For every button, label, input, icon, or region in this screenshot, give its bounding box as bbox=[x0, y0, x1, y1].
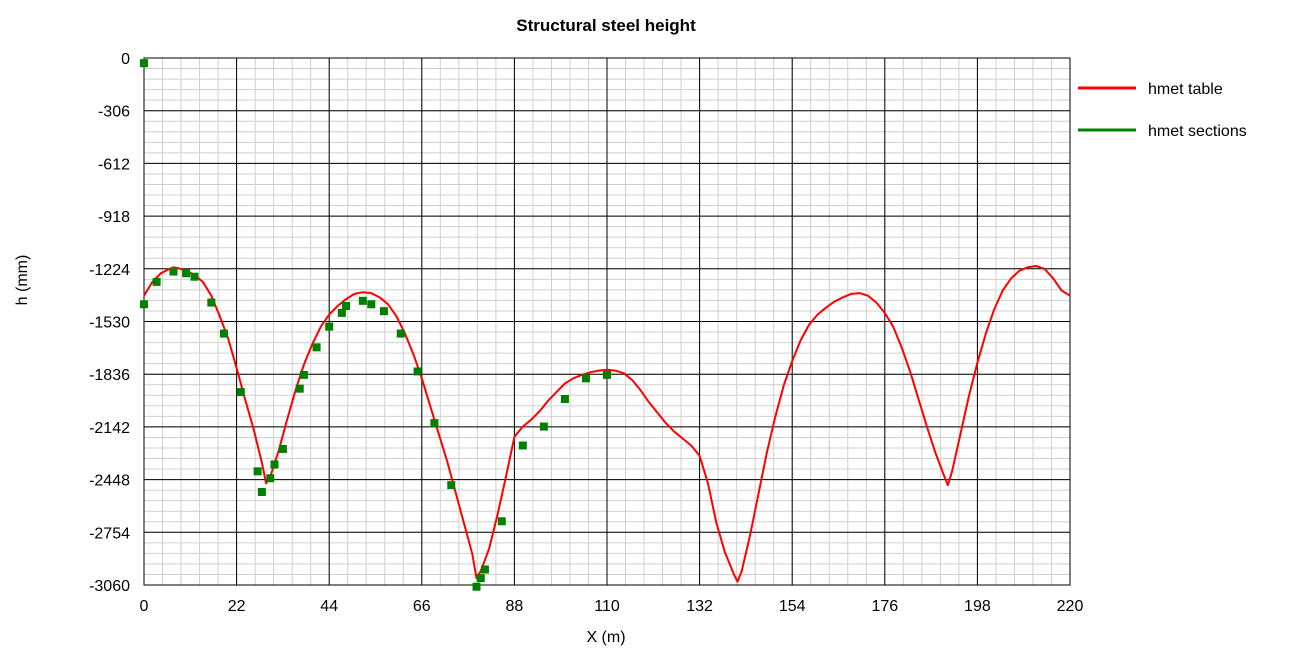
data-point-hmet-sections bbox=[413, 367, 422, 376]
data-point-hmet-sections bbox=[312, 343, 321, 352]
y-tick-label: -306 bbox=[98, 104, 130, 121]
y-tick-label: -3060 bbox=[89, 578, 130, 595]
data-point-hmet-sections bbox=[278, 444, 287, 453]
series-layer bbox=[140, 59, 1071, 591]
data-point-hmet-sections bbox=[430, 419, 439, 428]
y-axis-label: h (mm) bbox=[14, 255, 31, 306]
legend-label-hmet-sections: hmet sections bbox=[1148, 123, 1247, 140]
y-tick-label: -1836 bbox=[89, 367, 130, 384]
y-tick-labels: 0 -306 -612 -918 -1224 -1530 -1836 -2142 -2448 -2… bbox=[89, 51, 130, 595]
x-tick-label: 66 bbox=[413, 598, 431, 615]
data-point-hmet-sections bbox=[190, 272, 199, 281]
data-point-hmet-sections bbox=[539, 422, 548, 431]
x-tick-label: 220 bbox=[1057, 598, 1084, 615]
data-point-hmet-sections bbox=[447, 481, 456, 490]
y-tick-label: -612 bbox=[98, 156, 130, 173]
data-point-hmet-sections bbox=[480, 565, 489, 574]
chart-title: Structural steel height bbox=[516, 16, 696, 35]
data-point-hmet-sections bbox=[295, 384, 304, 393]
data-point-hmet-sections bbox=[603, 370, 611, 379]
y-tick-label: -918 bbox=[98, 209, 130, 226]
data-point-hmet-sections bbox=[396, 329, 405, 338]
data-point-hmet-sections bbox=[270, 460, 279, 469]
x-tick-labels: 0 22 44 66 88 110 132 154 176 198 220 bbox=[140, 598, 1084, 615]
data-point-hmet-sections bbox=[169, 267, 178, 276]
data-point-hmet-sections bbox=[497, 517, 506, 526]
data-point-hmet-sections bbox=[325, 322, 334, 331]
legend-label-hmet-table: hmet table bbox=[1148, 81, 1223, 98]
data-point-hmet-sections bbox=[358, 296, 367, 305]
plot-area-border bbox=[143, 57, 1071, 586]
data-point-hmet-sections bbox=[140, 300, 148, 309]
data-point-hmet-sections bbox=[253, 467, 262, 476]
data-point-hmet-sections bbox=[476, 574, 485, 583]
y-tick-label: -1224 bbox=[89, 262, 130, 279]
major-grid bbox=[143, 57, 1071, 586]
data-point-hmet-sections bbox=[236, 388, 245, 397]
data-point-hmet-sections bbox=[367, 300, 376, 309]
y-tick-label: -2448 bbox=[89, 473, 130, 490]
x-tick-label: 132 bbox=[686, 598, 713, 615]
data-point-hmet-sections bbox=[152, 277, 161, 286]
data-point-hmet-sections bbox=[257, 488, 266, 496]
x-tick-label: 198 bbox=[964, 598, 991, 615]
y-tick-label: 0 bbox=[121, 51, 130, 68]
data-point-hmet-sections bbox=[342, 302, 351, 310]
legend: hmet table hmet sections bbox=[1078, 81, 1247, 140]
data-point-hmet-sections bbox=[560, 395, 569, 403]
x-tick-label: 154 bbox=[779, 598, 806, 615]
series-line-hmet-table bbox=[143, 265, 1071, 583]
data-point-hmet-sections bbox=[182, 269, 191, 278]
data-point-hmet-sections bbox=[140, 59, 148, 68]
x-tick-label: 176 bbox=[871, 598, 898, 615]
x-tick-label: 0 bbox=[140, 598, 149, 615]
data-point-hmet-sections bbox=[518, 441, 527, 450]
data-point-hmet-sections bbox=[207, 298, 216, 307]
data-point-hmet-sections bbox=[266, 474, 275, 483]
x-tick-label: 110 bbox=[594, 598, 620, 615]
x-axis-label: X (m) bbox=[586, 629, 625, 646]
y-tick-label: -2754 bbox=[89, 525, 130, 542]
x-tick-label: 88 bbox=[506, 598, 524, 615]
x-tick-label: 44 bbox=[320, 598, 338, 615]
data-point-hmet-sections bbox=[337, 308, 346, 317]
x-tick-label: 22 bbox=[228, 598, 246, 615]
data-point-hmet-sections bbox=[379, 307, 388, 316]
data-point-hmet-sections bbox=[472, 582, 481, 591]
y-tick-label: -1530 bbox=[89, 315, 130, 332]
y-tick-label: -2142 bbox=[89, 420, 130, 437]
data-point-hmet-sections bbox=[219, 329, 228, 338]
data-point-hmet-sections bbox=[299, 370, 308, 379]
data-point-hmet-sections bbox=[581, 374, 590, 383]
